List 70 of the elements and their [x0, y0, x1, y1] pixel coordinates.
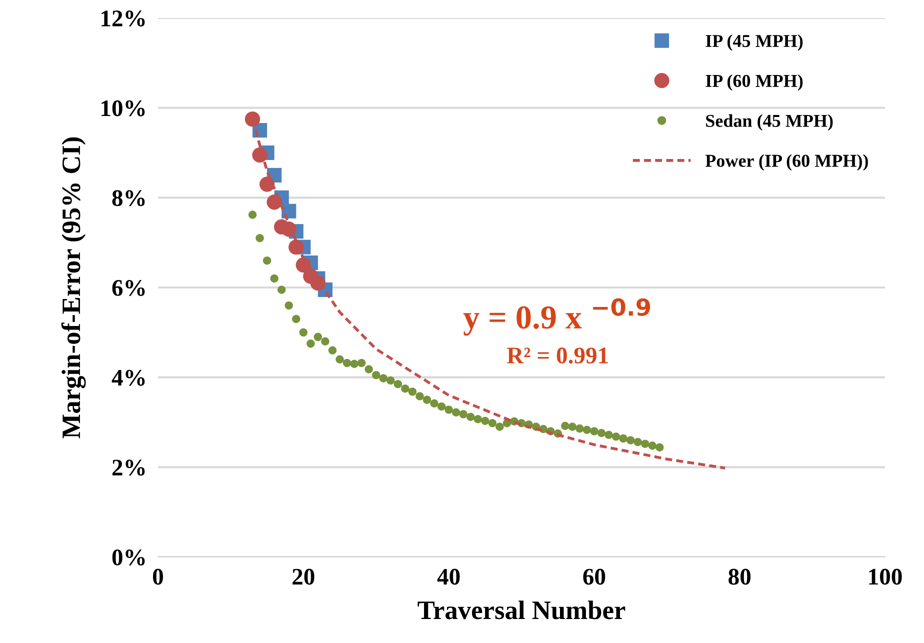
point [336, 355, 344, 364]
point [568, 422, 576, 431]
x-tick-label: 100 [869, 568, 902, 585]
point [444, 406, 453, 414]
point [604, 430, 613, 439]
point [597, 428, 606, 438]
point [430, 399, 438, 408]
y-tick-label: 10% [102, 100, 145, 116]
point [619, 434, 628, 443]
point [626, 436, 635, 444]
point [401, 384, 410, 393]
point [481, 416, 490, 426]
y-tick-label: 6% [112, 280, 145, 296]
point [357, 358, 366, 368]
point [262, 256, 272, 265]
legend-label: Sedan (45 MPH) [706, 114, 833, 131]
annotation: y = 0.9 x $^{−0.9}$ [463, 298, 650, 336]
point [422, 396, 432, 404]
point [299, 328, 308, 337]
point [306, 340, 315, 348]
point [270, 274, 278, 283]
point [590, 427, 598, 436]
point [328, 346, 337, 354]
y-tick-label: 0% [112, 549, 145, 566]
point [576, 424, 584, 433]
point [416, 392, 424, 400]
point [408, 388, 417, 396]
point [372, 370, 380, 380]
point [466, 412, 475, 421]
y-tick-label: 4% [112, 370, 145, 386]
point [437, 402, 446, 411]
point [640, 440, 650, 448]
point [488, 419, 497, 428]
point [582, 426, 592, 434]
point [292, 314, 300, 324]
y-tick-label: 8% [112, 190, 145, 206]
y-tick-label: 12% [102, 10, 145, 26]
legend-label: IP (60 MPH) [706, 74, 803, 91]
x-tick-label: 20 [292, 568, 314, 585]
point [314, 332, 322, 342]
y-axis-title: Margin-of-Error (95% CI) [61, 137, 86, 438]
x-axis-title: Traversal Number [418, 600, 626, 620]
point [496, 422, 504, 431]
point [459, 410, 468, 418]
point [379, 374, 388, 382]
annotation: R² = 0.991 [506, 348, 608, 364]
point [256, 234, 264, 242]
point [561, 422, 570, 430]
point [648, 442, 656, 450]
legend-label: IP (45 MPH) [706, 34, 803, 51]
point [452, 408, 460, 416]
legend-label: Power (IP (60 MPH)) [705, 154, 868, 171]
point [342, 358, 352, 368]
point [350, 360, 358, 368]
point [321, 337, 330, 346]
point [284, 301, 293, 310]
x-tick-label: 0 [152, 568, 164, 585]
point [634, 438, 642, 446]
x-tick-label: 80 [728, 568, 751, 585]
point [386, 376, 395, 385]
point [474, 414, 482, 424]
point [248, 210, 257, 219]
x-tick-label: 60 [583, 568, 606, 585]
point [364, 365, 373, 374]
x-tick-label: 40 [437, 568, 460, 585]
y-tick-label: 2% [112, 460, 145, 476]
point [612, 432, 620, 441]
point [394, 380, 402, 388]
point [277, 286, 286, 294]
point [656, 443, 664, 452]
